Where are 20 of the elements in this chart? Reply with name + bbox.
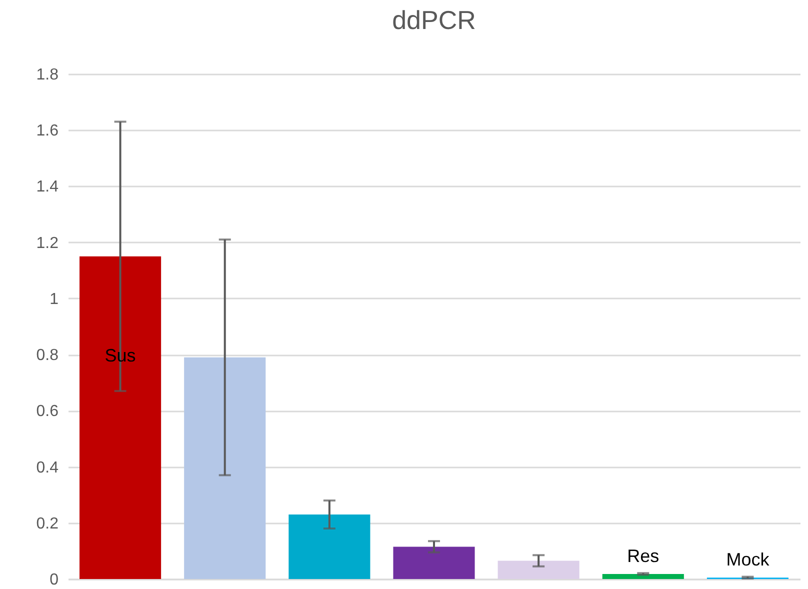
y-tick-label: 1.6	[36, 122, 59, 140]
x-tick-label: Mock	[726, 550, 770, 570]
bar	[288, 514, 370, 579]
x-tick-label: Res	[627, 546, 660, 566]
y-tick-label: 0.4	[36, 459, 59, 476]
y-tick-label: 1.4	[36, 178, 59, 196]
y-tick-label: 0.2	[36, 515, 59, 532]
bar	[498, 560, 580, 579]
x-tick-label: Sus	[104, 345, 136, 366]
y-tick-label: 0	[50, 572, 59, 588]
y-tick-label: 0.8	[36, 347, 59, 364]
chart-title: ddPCR	[392, 5, 476, 35]
y-tick-label: 1.8	[36, 66, 59, 84]
y-tick-label: 1.2	[36, 234, 59, 252]
bar	[602, 574, 684, 579]
bar	[393, 546, 475, 579]
y-tick-label: 1	[50, 290, 59, 308]
bar	[80, 256, 162, 579]
bar	[184, 357, 266, 579]
y-tick-label: 0.6	[36, 403, 59, 420]
